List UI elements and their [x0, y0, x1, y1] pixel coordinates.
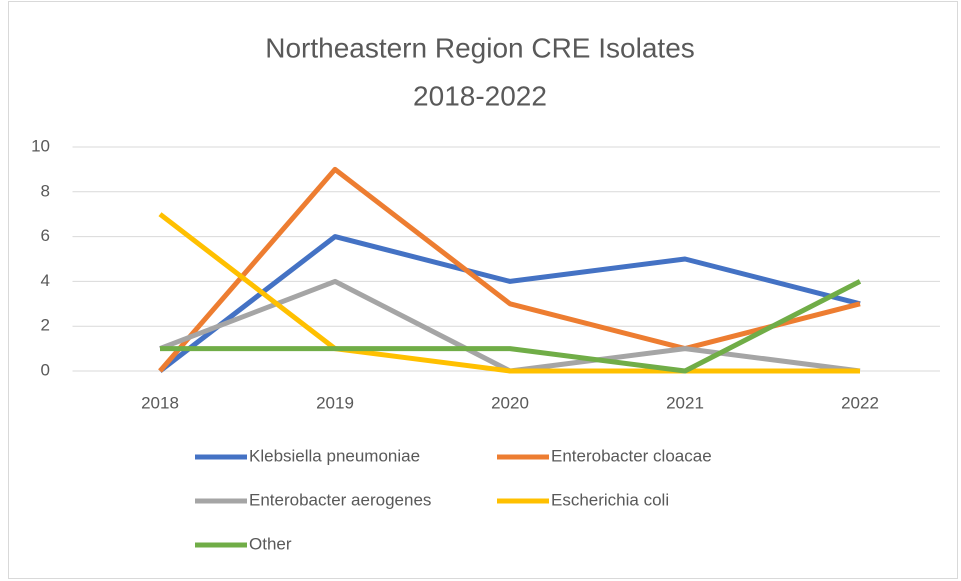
y-tick-label: 2 [41, 316, 50, 335]
legend-label: Escherichia coli [551, 490, 669, 509]
x-tick-label: 2022 [841, 393, 879, 412]
series-line [160, 279, 862, 374]
y-tick-label: 8 [41, 181, 50, 200]
chart-title: 2018-2022 [413, 80, 547, 111]
y-tick-label: 6 [41, 226, 50, 245]
chart-title: Northeastern Region CRE Isolates [265, 32, 695, 63]
y-tick-label: 10 [31, 136, 50, 155]
series-line [158, 166, 861, 373]
legend-label: Klebsiella pneumoniae [249, 446, 420, 465]
x-tick-label: 2019 [316, 393, 354, 412]
y-tick-label: 0 [41, 360, 50, 379]
legend-label: Enterobacter cloacae [551, 446, 712, 465]
x-tick-label: 2020 [491, 393, 529, 412]
series-line [158, 212, 860, 374]
legend-label: Other [249, 534, 292, 553]
x-tick-label: 2021 [666, 393, 704, 412]
x-tick-label: 2018 [141, 393, 179, 412]
y-tick-label: 4 [41, 271, 50, 290]
series-line [158, 234, 861, 373]
legend-label: Enterobacter aerogenes [249, 490, 431, 509]
